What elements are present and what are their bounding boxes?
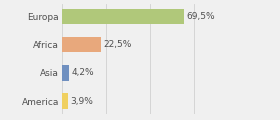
- Text: 69,5%: 69,5%: [186, 12, 215, 21]
- Text: 22,5%: 22,5%: [103, 40, 132, 49]
- Bar: [62, 93, 69, 109]
- Bar: [62, 65, 69, 81]
- Bar: [62, 9, 184, 24]
- Bar: [62, 37, 101, 52]
- Text: 4,2%: 4,2%: [71, 68, 94, 77]
- Text: 3,9%: 3,9%: [71, 97, 94, 106]
